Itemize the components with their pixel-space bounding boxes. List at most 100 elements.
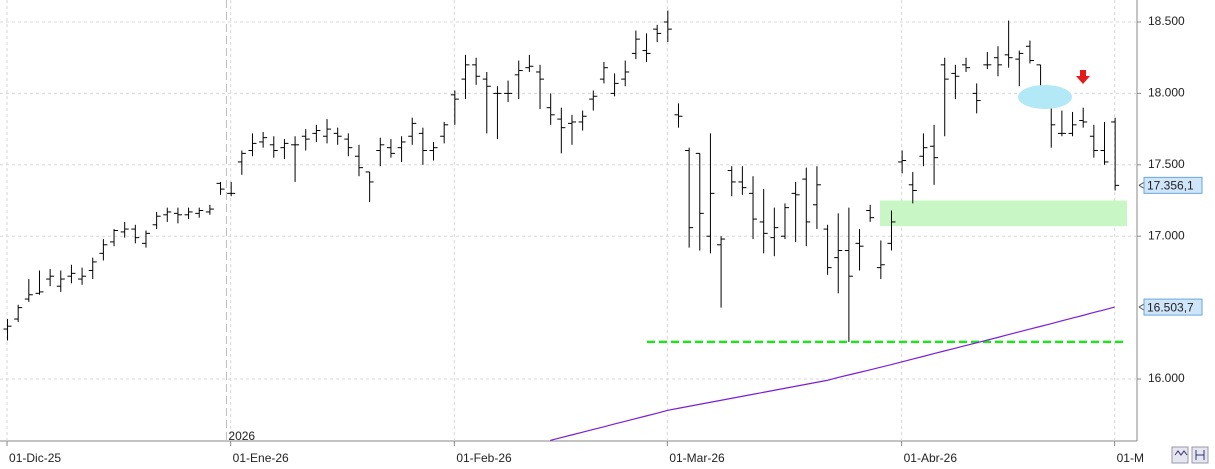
x-tick-label: 01-Mar-26 bbox=[669, 451, 725, 465]
ohlc-bar bbox=[461, 54, 470, 100]
ohlc-bar bbox=[301, 129, 310, 151]
support-zone bbox=[880, 200, 1127, 227]
ohlc-bar bbox=[621, 60, 630, 87]
ohlc-bar bbox=[78, 267, 87, 285]
ohlc-bar bbox=[184, 207, 193, 220]
ohlc-bar bbox=[812, 166, 821, 230]
ohlc-bar bbox=[610, 73, 619, 97]
ohlc-bar bbox=[429, 141, 438, 161]
ohlc-bar bbox=[237, 150, 246, 175]
ohlc-bar bbox=[567, 114, 576, 145]
ohlc-bar bbox=[418, 127, 427, 165]
ohlc-bar bbox=[195, 207, 204, 218]
ohlc-bar bbox=[791, 181, 800, 242]
y-tick-label: 17.500 bbox=[1148, 157, 1185, 171]
ohlc-bar bbox=[450, 90, 459, 125]
ohlc-bar bbox=[1079, 107, 1088, 128]
save-icon bbox=[1195, 450, 1205, 460]
ohlc-bar bbox=[354, 144, 363, 177]
ohlc-bar bbox=[674, 103, 683, 128]
ohlc-bar bbox=[653, 24, 662, 42]
ohlc-bar bbox=[152, 211, 161, 230]
ohlc-bar bbox=[780, 203, 789, 240]
ohlc-bar bbox=[1015, 50, 1024, 87]
ohlc-bar bbox=[259, 131, 268, 148]
ohlc-bar bbox=[504, 80, 513, 102]
ohlc-bar bbox=[940, 57, 949, 137]
ohlc-bar bbox=[887, 210, 896, 251]
last-value-pointer bbox=[1138, 303, 1145, 311]
ohlc-bar bbox=[599, 61, 608, 84]
ohlc-bar bbox=[727, 166, 736, 197]
ohlc-bar bbox=[876, 240, 885, 280]
ohlc-bar bbox=[46, 269, 55, 287]
ohlc-bar bbox=[1068, 111, 1077, 137]
ohlc-bar bbox=[56, 270, 65, 292]
ohlc-bar bbox=[440, 121, 449, 144]
moving-average bbox=[550, 306, 1115, 441]
ohlc-bar bbox=[919, 133, 928, 167]
ohlc-bar bbox=[291, 136, 300, 182]
ohlc-bar bbox=[1111, 117, 1120, 191]
ohlc-bar bbox=[227, 181, 236, 197]
ohlc-bar bbox=[1057, 110, 1066, 137]
ohlc-bar bbox=[333, 127, 342, 145]
last-value-box bbox=[1143, 176, 1203, 194]
ohlc-bar bbox=[88, 257, 97, 280]
ohlc-bar bbox=[695, 152, 704, 251]
ohlc-bar bbox=[951, 64, 960, 100]
highlight-ellipse bbox=[1018, 85, 1072, 109]
ohlc-bar bbox=[205, 204, 214, 215]
ohlc-bar bbox=[557, 107, 566, 154]
x-tick-label: 01-Dic-25 bbox=[9, 451, 61, 465]
ohlc-bar bbox=[631, 30, 640, 60]
ohlc-bar bbox=[312, 124, 321, 142]
ohlc-bar bbox=[24, 279, 33, 302]
ohlc-bar bbox=[131, 224, 140, 244]
x-tick-label: 01-Ene-26 bbox=[233, 451, 289, 465]
x-tick-label: 01-M bbox=[1117, 451, 1144, 465]
ohlc-bar bbox=[749, 176, 758, 240]
ohlc-bar bbox=[216, 181, 225, 195]
ohlc-bar bbox=[248, 133, 257, 157]
ohlc-bar bbox=[35, 270, 44, 295]
x-tick-label: 01-Feb-26 bbox=[456, 451, 512, 465]
ohlc-bar bbox=[3, 319, 12, 341]
last-value-label: 16.503,7 bbox=[1147, 300, 1194, 314]
ohlc-bar bbox=[386, 139, 395, 158]
ohlc-bar bbox=[738, 166, 747, 195]
ohlc-bar bbox=[685, 147, 694, 248]
ohlc-bar bbox=[802, 167, 811, 247]
last-value-pointer bbox=[1138, 181, 1145, 189]
ohlc-bar bbox=[493, 86, 502, 140]
ohlc-bar bbox=[482, 71, 491, 134]
ohlc-bar bbox=[536, 64, 545, 110]
ohlc-bar bbox=[866, 204, 875, 222]
ohlc-bar bbox=[110, 229, 119, 247]
zoom-button[interactable] bbox=[1171, 446, 1189, 464]
ohlc-bar bbox=[1025, 40, 1034, 64]
ohlc-bar bbox=[717, 236, 726, 308]
ohlc-bar bbox=[141, 230, 150, 248]
toolbar bbox=[1171, 446, 1209, 464]
ohlc-bar bbox=[514, 60, 523, 100]
ohlc-bar bbox=[770, 207, 779, 257]
ohlc-bar bbox=[99, 239, 108, 261]
ohlc-bar bbox=[408, 117, 417, 145]
ohlc-bar bbox=[578, 110, 587, 131]
ohlc-bar bbox=[589, 90, 598, 111]
y-tick-label: 18.500 bbox=[1148, 14, 1185, 28]
last-value-label: 17.356,1 bbox=[1147, 179, 1194, 193]
y-tick-label: 18.000 bbox=[1148, 86, 1185, 100]
ohlc-bar bbox=[759, 189, 768, 254]
ohlc-bar bbox=[823, 224, 832, 275]
ohlc-bar bbox=[834, 213, 843, 294]
ohlc-bar bbox=[962, 57, 971, 72]
last-value-box bbox=[1143, 298, 1203, 316]
y-tick-label: 16.000 bbox=[1148, 371, 1185, 385]
ohlc-bar bbox=[344, 133, 353, 157]
ohlc-bar bbox=[844, 207, 853, 342]
ohlc-bar bbox=[855, 229, 864, 271]
ohlc-bar bbox=[972, 83, 981, 114]
